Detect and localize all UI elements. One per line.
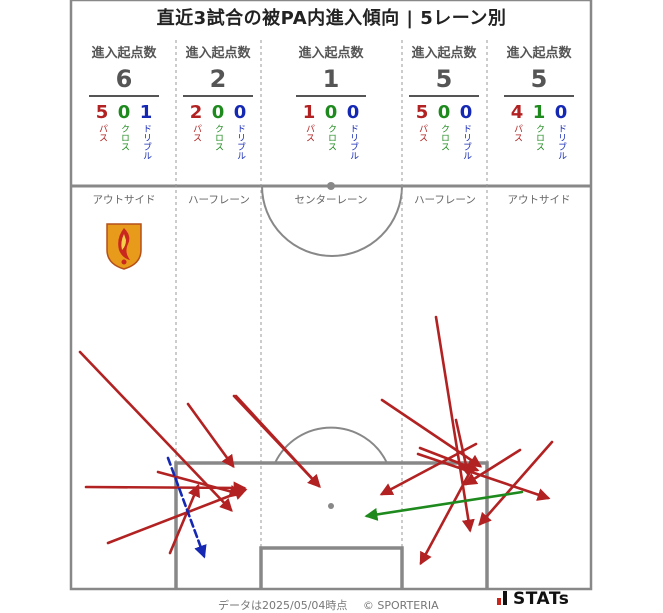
cross-label: クロス: [119, 124, 129, 151]
pass-arrow: [186, 402, 235, 469]
cross-count: 0: [117, 102, 131, 123]
pitch-frame: [69, 0, 593, 591]
goal-area: [259, 546, 404, 589]
lane-header-2: 進入起点数 2 2 パス 0 クロス 0 ドリブル: [176, 42, 260, 160]
lane-header-1: 進入起点数 6 5 パス 0 クロス 1 ドリブル: [80, 42, 168, 160]
lane-total: 2: [209, 65, 227, 93]
lane-header-label: 進入起点数: [506, 46, 572, 61]
pass-arrow: [379, 442, 478, 496]
cross-count: 0: [324, 102, 338, 123]
lane-divider: [296, 95, 366, 97]
pass-label: パス: [304, 124, 314, 142]
pass-label: パス: [417, 124, 427, 142]
pass-arrow: [416, 452, 551, 501]
cross-label: クロス: [439, 124, 449, 151]
zone-label: アウトサイド: [92, 194, 156, 206]
lane-header-label: 進入起点数: [185, 46, 251, 61]
cross-label: クロス: [213, 124, 223, 151]
center-circle: [261, 185, 403, 257]
lane-header-5: 進入起点数 5 4 パス 1 クロス 0 ドリブル: [495, 42, 583, 160]
pass-count: 5: [95, 102, 109, 123]
zone-label: ハーフレーン: [188, 194, 250, 206]
lane-header-3: 進入起点数 1 1 パス 0 クロス 0 ドリブル: [286, 42, 376, 160]
zone-label: アウトサイド: [507, 194, 571, 206]
lane-total: 6: [115, 65, 133, 93]
cross-count: 1: [532, 102, 546, 123]
pass-arrow: [156, 470, 243, 498]
pass-arrow: [418, 446, 480, 473]
pass-arrow: [419, 470, 472, 566]
lane-divider: [504, 95, 574, 97]
team-crest-icon: [106, 223, 142, 270]
pass-label: パス: [97, 124, 107, 142]
lane-divider: [409, 95, 479, 97]
zone-label: センターレーン: [294, 194, 368, 206]
lane-header-label: 進入起点数: [91, 46, 157, 61]
lane-header-label: 進入起点数: [298, 46, 364, 61]
zone-label: ハーフレーン: [414, 194, 476, 206]
dribble-count: 0: [233, 102, 247, 123]
pass-label: パス: [512, 124, 522, 142]
dribble-label: ドリブル: [235, 124, 245, 160]
penalty-spot: [328, 503, 334, 509]
pass-count: 2: [189, 102, 203, 123]
pass-count: 4: [510, 102, 524, 123]
dribble-count: 0: [554, 102, 568, 123]
lane-divider: [89, 95, 159, 97]
lane-header-4: 進入起点数 5 5 パス 0 クロス 0 ドリブル: [402, 42, 486, 160]
lane-header-label: 進入起点数: [411, 46, 477, 61]
pass-arrow: [478, 440, 554, 526]
dribble-count: 1: [139, 102, 153, 123]
brand-name: STATs: [513, 589, 570, 609]
stats-logo-icon: [497, 591, 509, 605]
lane-divider: [183, 95, 253, 97]
cross-label: クロス: [534, 124, 544, 151]
copyright: © SPORTERIA: [362, 599, 439, 612]
lane-total: 1: [322, 65, 340, 93]
pass-arrow: [232, 394, 321, 488]
dribble-label: ドリブル: [556, 124, 566, 160]
cross-arrow: [364, 490, 524, 521]
dribble-label: ドリブル: [461, 124, 471, 160]
cross-count: 0: [437, 102, 451, 123]
pass-count: 5: [415, 102, 429, 123]
pass-arrow: [463, 448, 522, 486]
center-spot: [327, 182, 335, 190]
dribble-label: ドリブル: [348, 124, 358, 160]
chart-title: 直近3試合の被PA内進入傾向 | 5レーン別: [156, 8, 507, 29]
footer-note: データは2025/05/04時点 © SPORTERIA: [218, 597, 451, 613]
data-date: データは2025/05/04時点: [218, 599, 348, 612]
dribble-count: 0: [346, 102, 360, 123]
entry-arrows: [78, 315, 554, 566]
pass-arrow: [106, 487, 248, 545]
stats-logo: STATs: [497, 589, 569, 609]
lane-total: 5: [530, 65, 548, 93]
pass-label: パス: [191, 124, 201, 142]
cross-count: 0: [211, 102, 225, 123]
penalty-area: [174, 461, 489, 589]
cross-label: クロス: [326, 124, 336, 151]
dribble-label: ドリブル: [141, 124, 151, 160]
pass-count: 1: [302, 102, 316, 123]
dribble-arrow: [166, 456, 207, 559]
pass-arrow: [434, 315, 475, 533]
pass-arrow: [168, 483, 200, 555]
lane-total: 5: [435, 65, 453, 93]
penalty-arc: [274, 426, 388, 464]
dribble-count: 0: [459, 102, 473, 123]
